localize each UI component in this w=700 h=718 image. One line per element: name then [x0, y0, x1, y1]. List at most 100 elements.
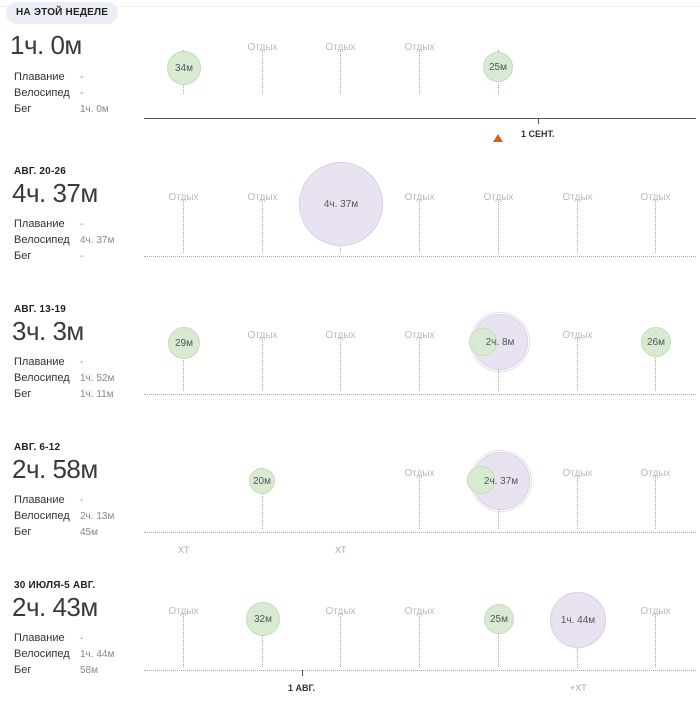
day-stem [655, 613, 656, 667]
week-stats: Плавание - Велосипед 1ч. 44м Бег 58м [14, 630, 114, 678]
cross-training-label: +XT [570, 683, 587, 693]
month-marker-tick [302, 670, 303, 676]
day-column[interactable]: Отдых [616, 166, 695, 304]
rest-label: Отдых [247, 330, 278, 341]
day-column[interactable]: 34м [144, 12, 223, 150]
stat-value: - [80, 495, 84, 506]
day-column[interactable]: Отдых [301, 304, 380, 442]
bike-bubble[interactable]: 4ч. 37м [299, 162, 383, 246]
day-column[interactable]: Отдых [538, 166, 617, 304]
stat-name: Плавание [14, 632, 65, 644]
rest-label: Отдых [404, 330, 435, 341]
stat-name: Плавание [14, 218, 65, 230]
day-column[interactable]: 26м [616, 304, 695, 442]
day-stem [655, 199, 656, 253]
bubble-duration: 25м [489, 61, 507, 73]
rest-label: Отдых [562, 330, 593, 341]
run-bubble[interactable]: 20м [249, 468, 275, 494]
day-column[interactable]: 4ч. 37м [299, 162, 383, 304]
rest-label: Отдых [247, 192, 278, 203]
day-stem [340, 337, 341, 391]
cross-training-label: XT [178, 545, 190, 555]
week-total: 4ч. 37м [12, 178, 98, 208]
rest-label: Отдых [325, 330, 356, 341]
run-mini-bubble[interactable] [469, 328, 497, 356]
day-column[interactable]: Отдых [380, 12, 459, 150]
stat-bike: Велосипед 1ч. 52м [14, 370, 114, 386]
day-column[interactable]: Отдых [144, 166, 223, 304]
day-column[interactable]: 29м [144, 304, 223, 442]
day-column[interactable] [144, 442, 223, 580]
run-bubble[interactable]: 34м [167, 51, 201, 85]
day-stem [577, 337, 578, 391]
day-column[interactable]: Отдых [380, 442, 459, 580]
week-baseline [144, 670, 696, 671]
week-baseline [144, 394, 696, 395]
day-column[interactable]: 2ч. 37м [459, 442, 538, 580]
rest-label: Отдых [640, 606, 671, 617]
rest-label: Отдых [168, 192, 199, 203]
stat-swim: Плавание - [14, 69, 109, 85]
day-column[interactable]: 32м [223, 580, 302, 718]
day-column[interactable]: 1ч. 44м [538, 580, 617, 718]
day-column[interactable]: Отдых [380, 580, 459, 718]
stat-value: 1ч. 44м [80, 649, 115, 660]
week-days: Отдых 32м Отдых Отдых 25м 1ч. 44м Отдых [144, 580, 696, 718]
stat-value: - [80, 633, 84, 644]
stat-value: 1ч. 0м [80, 104, 109, 115]
bubble-duration: 4ч. 37м [323, 198, 359, 210]
rest-label: Отдых [640, 468, 671, 479]
day-column[interactable]: 25м [459, 580, 538, 718]
day-column[interactable]: Отдых [538, 304, 617, 442]
day-column[interactable]: Отдых [459, 166, 538, 304]
day-column[interactable]: Отдых [538, 442, 617, 580]
run-bubble[interactable]: 32м [246, 602, 280, 636]
stat-bike: Велосипед 1ч. 44м [14, 646, 114, 662]
week-label[interactable]: НА ЭТОЙ НЕДЕЛЕ [6, 2, 119, 24]
run-mini-bubble[interactable] [467, 466, 495, 494]
day-stem [419, 50, 420, 94]
run-bubble[interactable]: 25м [483, 52, 513, 82]
stat-run: Бег 58м [14, 662, 114, 678]
day-column[interactable]: Отдых [301, 12, 380, 150]
rest-label: Отдых [404, 468, 435, 479]
stat-name: Бег [14, 103, 32, 115]
stat-swim: Плавание - [14, 354, 114, 370]
day-column[interactable]: 2ч. 8м [459, 304, 538, 442]
week-row: АВГ. 20-26 4ч. 37м Плавание - Велосипед 4ч… [0, 162, 700, 304]
day-column[interactable]: 20м [223, 442, 302, 580]
day-column[interactable]: Отдых [223, 304, 302, 442]
week-label: АВГ. 13-19 [14, 304, 66, 315]
bike-bubble[interactable]: 1ч. 44м [550, 592, 606, 648]
day-column[interactable]: Отдых [223, 12, 302, 150]
stat-value: 2ч. 13м [80, 511, 115, 522]
day-column[interactable]: Отдых [223, 166, 302, 304]
day-column[interactable]: 25м [459, 12, 538, 150]
week-days: Отдых Отдых 4ч. 37м Отдых Отдых Отдых От… [144, 162, 696, 304]
day-column[interactable]: Отдых [616, 442, 695, 580]
stat-value: - [80, 357, 84, 368]
today-triangle-icon [493, 134, 503, 142]
day-column[interactable]: Отдых [144, 580, 223, 718]
week-total: 3ч. 3м [12, 316, 84, 346]
week-baseline [144, 256, 696, 257]
stat-value: 4ч. 37м [80, 235, 115, 246]
cross-training-label: XT [335, 545, 347, 555]
stat-name: Плавание [14, 356, 65, 368]
stat-name: Бег [14, 388, 32, 400]
top-divider [0, 6, 700, 7]
day-column[interactable] [301, 442, 380, 580]
run-bubble[interactable]: 29м [168, 327, 200, 359]
stat-name: Бег [14, 250, 32, 262]
stat-value: - [80, 88, 84, 99]
stat-value: 1ч. 11м [80, 389, 114, 400]
bubble-duration: 34м [175, 62, 193, 74]
day-column[interactable]: Отдых [380, 304, 459, 442]
day-column[interactable]: Отдых [616, 580, 695, 718]
day-stem [262, 613, 263, 667]
day-column[interactable]: Отдых [380, 166, 459, 304]
run-bubble[interactable]: 26м [641, 327, 671, 357]
run-bubble[interactable]: 25м [484, 604, 514, 634]
day-column[interactable]: Отдых [301, 580, 380, 718]
day-stem [340, 50, 341, 94]
